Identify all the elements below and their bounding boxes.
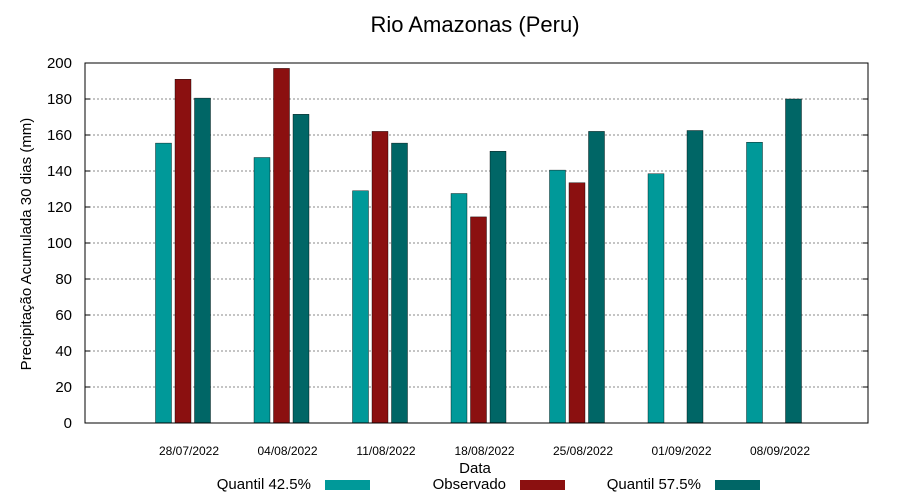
y-tick-label: 80: [55, 271, 72, 288]
chart-title: Rio Amazonas (Peru): [370, 12, 579, 37]
bar: [253, 157, 271, 424]
bar: [450, 193, 468, 424]
bar: [588, 131, 605, 424]
bar: [352, 190, 369, 424]
bar: [292, 114, 310, 424]
y-tick-label: 40: [55, 343, 72, 360]
x-tick-label: 18/08/2022: [454, 444, 514, 458]
x-tick-label: 28/07/2022: [159, 444, 219, 458]
bar: [785, 98, 802, 424]
bar: [155, 142, 172, 424]
bar: [746, 141, 763, 424]
bar: [174, 78, 192, 424]
x-tick-label: 11/08/2022: [356, 444, 415, 458]
y-tick-label: 140: [47, 163, 72, 180]
legend-label: Observado: [433, 476, 506, 493]
grid: [85, 98, 868, 388]
legend-swatch: [715, 480, 760, 490]
x-tick-label: 25/08/2022: [553, 444, 613, 458]
y-axis: 0 20 40 60 80 100 120 140 160 180 200: [47, 55, 868, 432]
x-tick-label: 04/08/2022: [257, 444, 317, 458]
legend-swatch: [520, 480, 565, 490]
bar: [489, 150, 507, 424]
y-tick-label: 0: [64, 415, 72, 432]
y-axis-label: Precipitação Acumulada 30 dias (mm): [18, 118, 35, 371]
legend: Quantil 42.5% Observado Quantil 57.5%: [217, 476, 760, 493]
bar: [647, 173, 665, 424]
bar: [371, 131, 389, 424]
bar: [568, 182, 586, 424]
bar: [686, 130, 704, 424]
y-tick-label: 20: [55, 379, 72, 396]
y-tick-label: 60: [55, 307, 72, 324]
y-tick-label: 100: [47, 235, 72, 252]
y-tick-label: 120: [47, 199, 72, 216]
bar: [470, 216, 487, 424]
legend-label: Quantil 57.5%: [607, 476, 701, 493]
x-tick-label: 08/09/2022: [750, 444, 810, 458]
bars: [155, 68, 802, 424]
x-axis-label: Data: [459, 460, 491, 477]
bar: [273, 68, 290, 424]
legend-label: Quantil 42.5%: [217, 476, 311, 493]
y-tick-label: 180: [47, 91, 72, 108]
bar: [549, 169, 566, 424]
y-tick-label: 200: [47, 55, 72, 72]
bar: [194, 97, 211, 424]
legend-swatch: [325, 480, 370, 490]
bar: [391, 142, 408, 424]
x-axis: 28/07/2022 04/08/2022 11/08/2022 18/08/2022…: [159, 444, 810, 458]
y-tick-label: 160: [47, 127, 72, 144]
x-tick-label: 01/09/2022: [651, 444, 711, 458]
